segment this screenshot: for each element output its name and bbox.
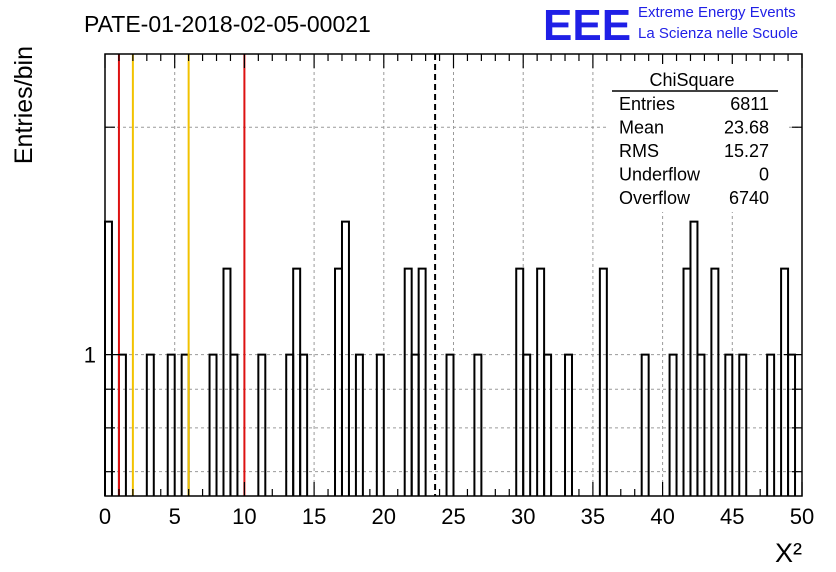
histogram-bin bbox=[354, 353, 364, 496]
histogram-bin bbox=[334, 267, 343, 496]
histogram-bin bbox=[410, 353, 420, 496]
histogram-bin bbox=[340, 220, 350, 496]
axes: 0 5 10 15 20 25 30 35 40 45 50 1 bbox=[84, 53, 814, 529]
histogram-bin bbox=[710, 267, 720, 496]
x-tick-label: 45 bbox=[720, 504, 744, 529]
x-axis-label: X² bbox=[775, 538, 802, 568]
histogram-bin bbox=[375, 353, 385, 496]
stats-value: 6740 bbox=[729, 188, 769, 208]
histogram-bin bbox=[292, 267, 302, 496]
logo-letters: EEE bbox=[543, 1, 631, 50]
y-axis-label: Entries/bin bbox=[10, 46, 38, 164]
x-tick-label: 0 bbox=[99, 504, 111, 529]
histogram-bin bbox=[780, 267, 790, 496]
histogram-bin bbox=[180, 353, 190, 496]
stats-value: 0 bbox=[759, 165, 769, 185]
histogram-bin bbox=[522, 353, 532, 496]
histogram-bin bbox=[208, 353, 218, 496]
histogram-bin bbox=[738, 353, 748, 496]
stats-value: 23.68 bbox=[724, 118, 769, 138]
stats-title: ChiSquare bbox=[649, 70, 734, 90]
x-tick-label: 30 bbox=[511, 504, 535, 529]
logo-line-2: La Scienza nelle Scuole bbox=[638, 25, 798, 42]
histogram-bin bbox=[145, 353, 155, 496]
histogram-bin bbox=[682, 267, 692, 496]
x-tick-label: 20 bbox=[372, 504, 396, 529]
histogram-bin bbox=[166, 353, 176, 496]
stats-value: 6811 bbox=[730, 94, 769, 114]
histogram-bin bbox=[222, 267, 232, 496]
stats-label: Mean bbox=[619, 118, 664, 138]
histogram-bin bbox=[689, 220, 699, 496]
histogram-bin bbox=[299, 353, 309, 496]
histogram-bin bbox=[285, 353, 295, 496]
x-tick-label: 25 bbox=[441, 504, 465, 529]
histogram-bin bbox=[787, 353, 797, 496]
histogram-bin bbox=[724, 353, 734, 496]
histogram-bin bbox=[515, 267, 525, 496]
x-tick-label: 50 bbox=[790, 504, 814, 529]
logo-line-1: Extreme Energy Events bbox=[638, 4, 796, 21]
histogram-bin bbox=[598, 267, 608, 496]
histogram-bin bbox=[696, 353, 706, 496]
stats-label: Entries bbox=[619, 94, 675, 114]
histogram-bin bbox=[417, 267, 427, 496]
x-tick-label: 35 bbox=[581, 504, 605, 529]
histogram-bin bbox=[564, 353, 573, 496]
histogram-bin bbox=[640, 353, 650, 496]
histogram-bin bbox=[766, 353, 776, 496]
histogram-bin bbox=[104, 220, 113, 496]
eee-logo: EEE Extreme Energy Events La Scienza nel… bbox=[543, 1, 798, 50]
histogram-bin bbox=[403, 267, 413, 496]
histogram bbox=[104, 220, 797, 496]
histogram-bin bbox=[473, 353, 483, 496]
histogram-bin bbox=[257, 353, 267, 496]
stats-box: ChiSquare Entries 6811 Mean 23.68 RMS 15.27 Un… bbox=[608, 64, 786, 212]
histogram-bin bbox=[229, 353, 239, 496]
histogram-bin bbox=[117, 353, 127, 496]
stats-label: Overflow bbox=[619, 188, 691, 208]
threshold-lines bbox=[117, 54, 437, 496]
stats-label: Underflow bbox=[619, 165, 701, 185]
histogram-bin bbox=[536, 267, 546, 496]
histogram-bin bbox=[668, 353, 678, 496]
x-tick-label: 5 bbox=[169, 504, 181, 529]
x-tick-label: 40 bbox=[650, 504, 674, 529]
chart-title: PATE-01-2018-02-05-00021 bbox=[84, 11, 371, 37]
histogram-bin bbox=[445, 353, 455, 496]
x-tick-label: 15 bbox=[302, 504, 326, 529]
stats-value: 15.27 bbox=[724, 141, 769, 161]
histogram-bin bbox=[543, 353, 553, 496]
x-tick-label: 10 bbox=[232, 504, 256, 529]
y-tick-label: 1 bbox=[84, 343, 96, 368]
stats-label: RMS bbox=[619, 141, 659, 161]
